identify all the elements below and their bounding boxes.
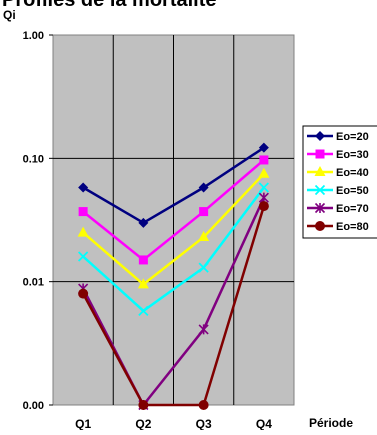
legend-label: Eo=40 bbox=[336, 167, 369, 179]
data-point bbox=[138, 217, 149, 228]
data-point bbox=[258, 201, 269, 212]
series-line bbox=[82, 146, 265, 225]
series-line bbox=[82, 205, 266, 407]
data-point bbox=[138, 305, 149, 316]
data-point bbox=[138, 255, 148, 265]
legend-marker bbox=[314, 184, 326, 196]
y-tick-label: 0.10 bbox=[23, 153, 44, 165]
legend-label: Eo=30 bbox=[336, 149, 369, 161]
series-line bbox=[82, 159, 265, 262]
data-point bbox=[138, 400, 149, 410]
data-point bbox=[198, 182, 209, 193]
x-axis-label: Période bbox=[309, 416, 353, 430]
series-line bbox=[82, 186, 265, 313]
data-point bbox=[78, 207, 88, 217]
data-point bbox=[77, 226, 89, 237]
y-tick-label: 0.01 bbox=[23, 277, 44, 289]
legend-marker bbox=[315, 221, 325, 231]
x-tick-label: Q4 bbox=[256, 417, 272, 430]
series-eo-50 bbox=[77, 182, 270, 316]
series-eo-30 bbox=[78, 155, 269, 265]
x-tick-label: Q2 bbox=[135, 417, 151, 430]
data-point bbox=[198, 400, 209, 410]
data-point bbox=[259, 155, 269, 165]
legend-label: Eo=50 bbox=[336, 185, 369, 197]
legend-label: Eo=70 bbox=[336, 203, 369, 215]
data-point bbox=[199, 207, 209, 217]
legend-marker bbox=[314, 166, 326, 176]
data-point bbox=[137, 278, 149, 289]
data-point bbox=[78, 288, 89, 299]
data-point bbox=[198, 231, 210, 242]
legend-label: Eo=80 bbox=[336, 221, 369, 233]
data-point bbox=[78, 182, 89, 193]
data-point bbox=[198, 324, 209, 335]
series-line bbox=[82, 172, 265, 287]
chart-title: Profiles de la mortalité bbox=[2, 0, 217, 11]
y-tick-label: 1.00 bbox=[23, 30, 44, 42]
data-point bbox=[258, 167, 270, 178]
series-eo-40 bbox=[77, 167, 270, 289]
data-point bbox=[258, 142, 269, 153]
y-tick-label: 0.00 bbox=[23, 400, 44, 412]
series-eo-80 bbox=[78, 201, 269, 410]
legend-marker bbox=[315, 149, 325, 159]
legend-marker bbox=[315, 131, 325, 141]
data-point bbox=[258, 192, 269, 203]
legend-label: Eo=20 bbox=[336, 131, 369, 143]
legend-box bbox=[302, 125, 377, 239]
y-axis-label: Qi bbox=[3, 8, 16, 22]
x-tick-label: Q3 bbox=[196, 417, 212, 430]
x-tick-label: Q1 bbox=[75, 417, 91, 430]
data-point bbox=[258, 182, 270, 193]
data-point bbox=[198, 262, 209, 273]
series-eo-20 bbox=[78, 142, 269, 228]
data-point bbox=[77, 251, 89, 262]
legend-marker bbox=[314, 202, 326, 214]
